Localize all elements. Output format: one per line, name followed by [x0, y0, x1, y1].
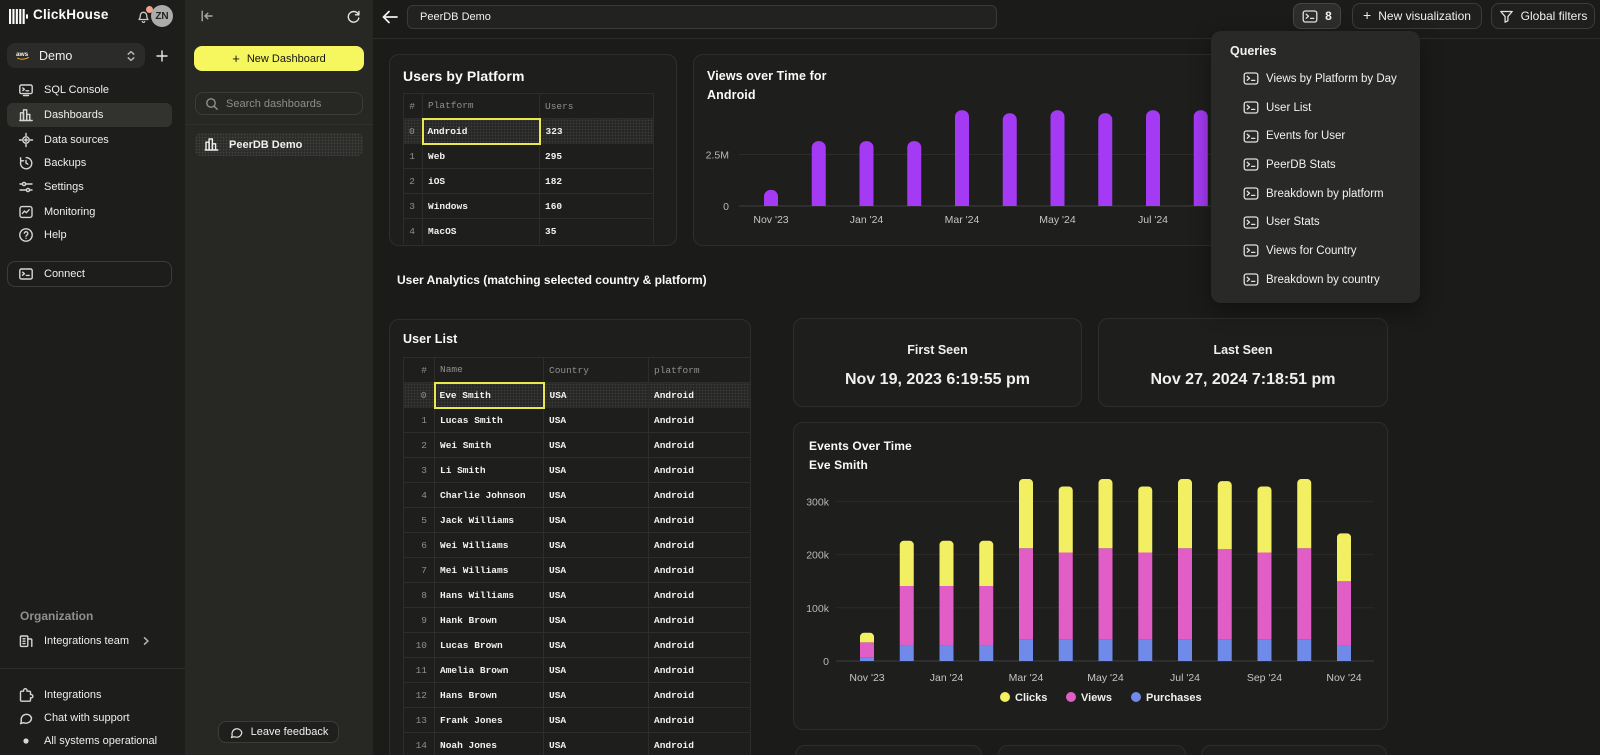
svg-text:Mar '24: Mar '24 [945, 214, 980, 226]
svg-text:Jan '24: Jan '24 [850, 214, 884, 226]
svg-text:200k: 200k [806, 550, 830, 562]
svg-text:Clicks: Clicks [1015, 692, 1047, 704]
svg-text:Jan '24: Jan '24 [930, 672, 964, 684]
svg-text:Purchases: Purchases [1146, 692, 1202, 704]
svg-text:Nov '23: Nov '23 [753, 214, 788, 226]
svg-text:Mar '24: Mar '24 [1009, 672, 1044, 684]
svg-text:May '24: May '24 [1087, 672, 1124, 684]
svg-text:Nov '24: Nov '24 [1326, 672, 1361, 684]
svg-text:300k: 300k [806, 496, 830, 508]
svg-text:Sep '24: Sep '24 [1247, 672, 1282, 684]
svg-text:Nov '23: Nov '23 [849, 672, 884, 684]
svg-text:Jul '24: Jul '24 [1138, 214, 1168, 226]
svg-text:0: 0 [723, 201, 729, 213]
svg-text:2.5M: 2.5M [706, 150, 729, 162]
svg-text:100k: 100k [806, 603, 830, 615]
svg-text:Views: Views [1081, 692, 1112, 704]
svg-text:aws: aws [16, 51, 29, 58]
svg-text:May '24: May '24 [1039, 214, 1076, 226]
svg-text:Jul '24: Jul '24 [1170, 672, 1200, 684]
svg-text:0: 0 [823, 656, 829, 668]
